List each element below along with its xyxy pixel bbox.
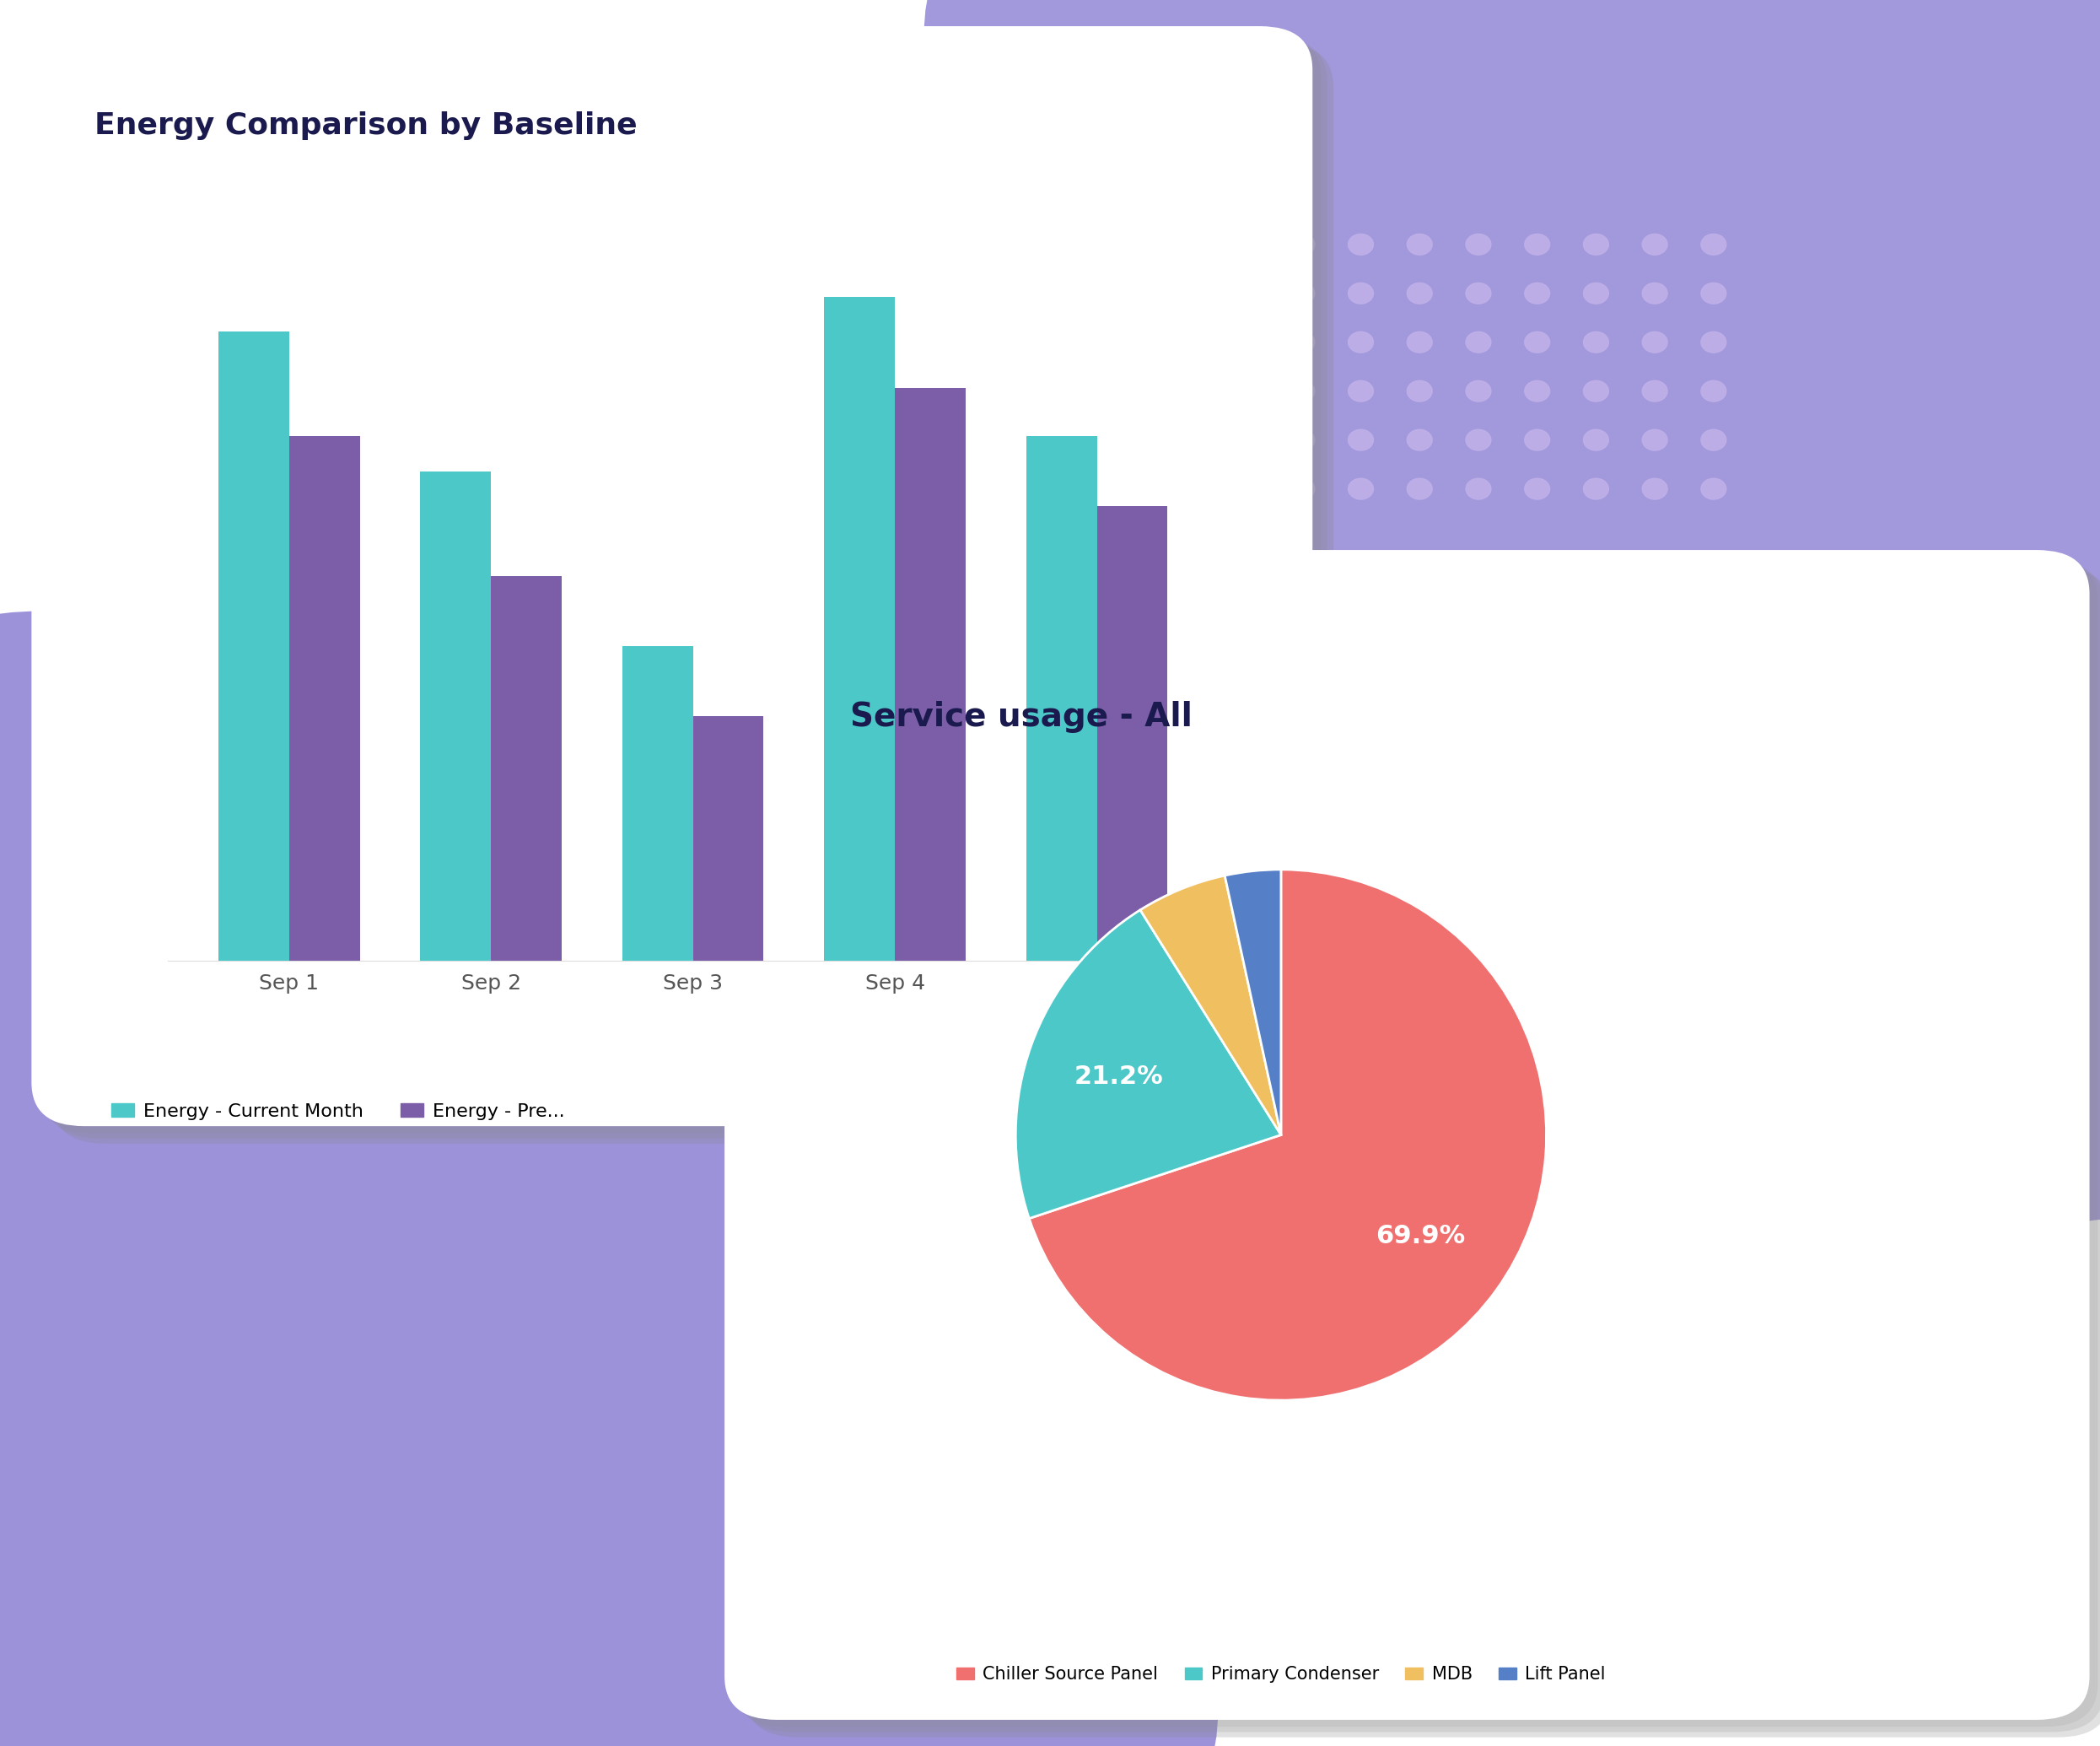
Text: Service usage - All: Service usage - All <box>851 702 1193 733</box>
FancyBboxPatch shape <box>924 0 2100 1222</box>
Wedge shape <box>1224 870 1281 1135</box>
Circle shape <box>1289 332 1315 353</box>
Circle shape <box>1642 381 1667 402</box>
Circle shape <box>1348 332 1373 353</box>
Circle shape <box>1407 332 1432 353</box>
Legend: Chiller Source Panel, Primary Condenser, MDB, Lift Panel: Chiller Source Panel, Primary Condenser,… <box>949 1659 1613 1690</box>
Circle shape <box>1466 381 1491 402</box>
FancyBboxPatch shape <box>52 44 1334 1144</box>
Circle shape <box>1583 430 1609 450</box>
Circle shape <box>1525 234 1550 255</box>
Bar <box>1027 436 1096 960</box>
Bar <box>491 576 563 960</box>
Circle shape <box>1407 430 1432 450</box>
Circle shape <box>1642 234 1667 255</box>
Circle shape <box>1348 234 1373 255</box>
Circle shape <box>1289 478 1315 499</box>
FancyBboxPatch shape <box>32 26 1312 1126</box>
Text: 21.2%: 21.2% <box>1073 1065 1163 1090</box>
Circle shape <box>1701 430 1726 450</box>
Circle shape <box>1348 283 1373 304</box>
Circle shape <box>1525 332 1550 353</box>
Circle shape <box>1407 283 1432 304</box>
Bar <box>823 297 895 960</box>
Circle shape <box>1583 381 1609 402</box>
Circle shape <box>1407 478 1432 499</box>
Wedge shape <box>1140 875 1281 1135</box>
Circle shape <box>1583 332 1609 353</box>
Circle shape <box>1466 234 1491 255</box>
FancyBboxPatch shape <box>40 33 1321 1133</box>
FancyBboxPatch shape <box>0 611 1218 1746</box>
Circle shape <box>1348 478 1373 499</box>
Circle shape <box>1583 283 1609 304</box>
Circle shape <box>1583 234 1609 255</box>
FancyBboxPatch shape <box>724 550 2090 1720</box>
Bar <box>420 471 491 960</box>
Circle shape <box>1289 430 1315 450</box>
Bar <box>895 388 966 960</box>
Circle shape <box>1525 381 1550 402</box>
Wedge shape <box>1029 870 1546 1400</box>
Circle shape <box>1466 430 1491 450</box>
Circle shape <box>1525 283 1550 304</box>
Circle shape <box>1525 478 1550 499</box>
FancyBboxPatch shape <box>46 38 1327 1138</box>
Wedge shape <box>1016 910 1281 1219</box>
Circle shape <box>1348 430 1373 450</box>
Circle shape <box>1466 283 1491 304</box>
Circle shape <box>1466 478 1491 499</box>
Circle shape <box>1701 478 1726 499</box>
Circle shape <box>1466 332 1491 353</box>
Bar <box>290 436 359 960</box>
Circle shape <box>1289 234 1315 255</box>
Legend: Energy - Current Month, Energy - Pre...: Energy - Current Month, Energy - Pre... <box>103 1096 571 1128</box>
Circle shape <box>1701 332 1726 353</box>
Bar <box>693 716 764 960</box>
Circle shape <box>1525 430 1550 450</box>
Circle shape <box>1289 381 1315 402</box>
Circle shape <box>1642 430 1667 450</box>
Circle shape <box>1701 234 1726 255</box>
Circle shape <box>1642 283 1667 304</box>
Circle shape <box>1642 478 1667 499</box>
FancyBboxPatch shape <box>733 557 2098 1727</box>
Circle shape <box>1348 381 1373 402</box>
FancyBboxPatch shape <box>746 567 2100 1737</box>
Bar <box>622 646 693 960</box>
Bar <box>218 332 290 960</box>
FancyBboxPatch shape <box>739 562 2100 1732</box>
Circle shape <box>1407 381 1432 402</box>
Circle shape <box>1701 381 1726 402</box>
Text: Energy Comparison by Baseline: Energy Comparison by Baseline <box>94 112 636 140</box>
Circle shape <box>1701 283 1726 304</box>
Circle shape <box>1289 283 1315 304</box>
Text: 69.9%: 69.9% <box>1376 1224 1466 1248</box>
Circle shape <box>1407 234 1432 255</box>
Bar <box>1096 506 1168 960</box>
Circle shape <box>1642 332 1667 353</box>
Circle shape <box>1583 478 1609 499</box>
